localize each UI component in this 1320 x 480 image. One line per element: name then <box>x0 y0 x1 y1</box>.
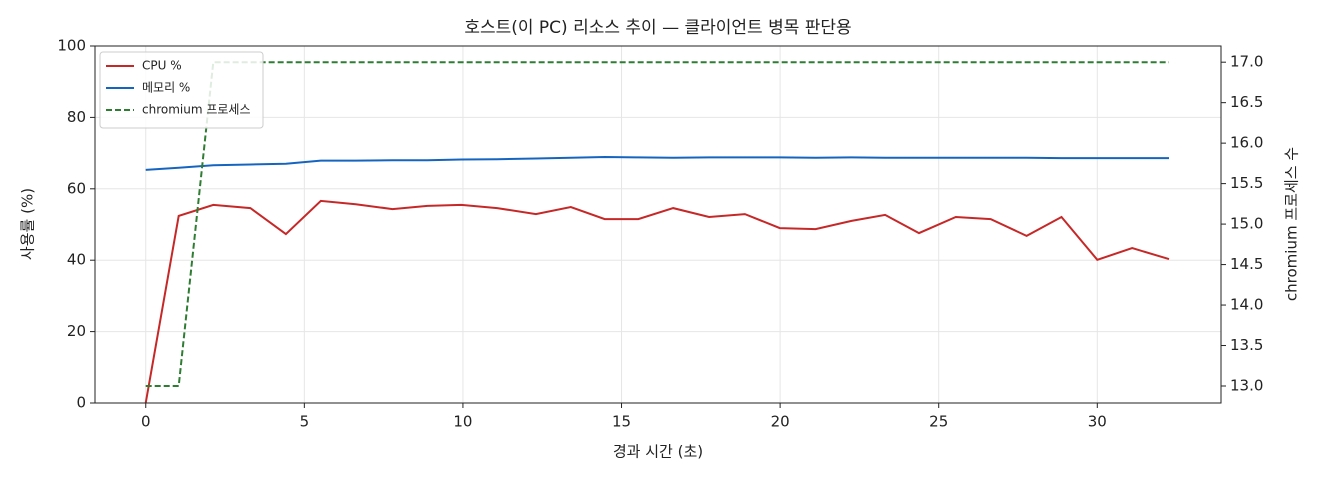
x-axis-label: 경과 시간 (초) <box>613 443 703 461</box>
legend-label: chromium 프로세스 <box>142 103 251 117</box>
plot-frame <box>94 45 1222 404</box>
y2-tick-label: 15.5 <box>1230 174 1263 192</box>
y2-tick-label: 14.5 <box>1230 255 1263 273</box>
y2-tick-label: 16.5 <box>1230 93 1263 111</box>
y2-tick-label: 16.0 <box>1230 134 1263 152</box>
x-tick-label: 5 <box>300 413 310 431</box>
x-tick-label: 20 <box>771 413 790 431</box>
y-tick-label: 20 <box>67 322 86 340</box>
x-tick-label: 0 <box>141 413 151 431</box>
y2-tick-label: 13.5 <box>1230 336 1263 354</box>
y-tick-label: 80 <box>67 108 86 126</box>
y2-tick-label: 13.0 <box>1230 377 1263 395</box>
y-tick-label: 100 <box>57 37 86 55</box>
y-tick-label: 0 <box>76 394 86 412</box>
x-tick-label: 10 <box>453 413 472 431</box>
x-tick-label: 25 <box>929 413 948 431</box>
x-tick-label: 15 <box>612 413 631 431</box>
legend-box <box>99 51 264 129</box>
y-axis-label: 사용률 (%) <box>19 188 37 260</box>
y2-tick-label: 14.0 <box>1230 296 1263 314</box>
y2-tick-label: 15.0 <box>1230 215 1263 233</box>
legend-label: 메모리 % <box>142 81 190 95</box>
y2-axis-label: chromium 프로세스 수 <box>1283 147 1301 301</box>
x-tick-label: 30 <box>1088 413 1107 431</box>
series-line <box>144 199 1170 404</box>
legend-label: CPU % <box>142 59 182 73</box>
series-line <box>145 61 1169 387</box>
series-line <box>145 155 1169 171</box>
y-tick-label: 40 <box>67 251 86 269</box>
y-tick-label: 60 <box>67 179 86 197</box>
chart-title: 호스트(이 PC) 리소스 추이 — 클라이언트 병목 판단용 <box>464 18 851 38</box>
y2-tick-label: 17.0 <box>1230 53 1263 71</box>
